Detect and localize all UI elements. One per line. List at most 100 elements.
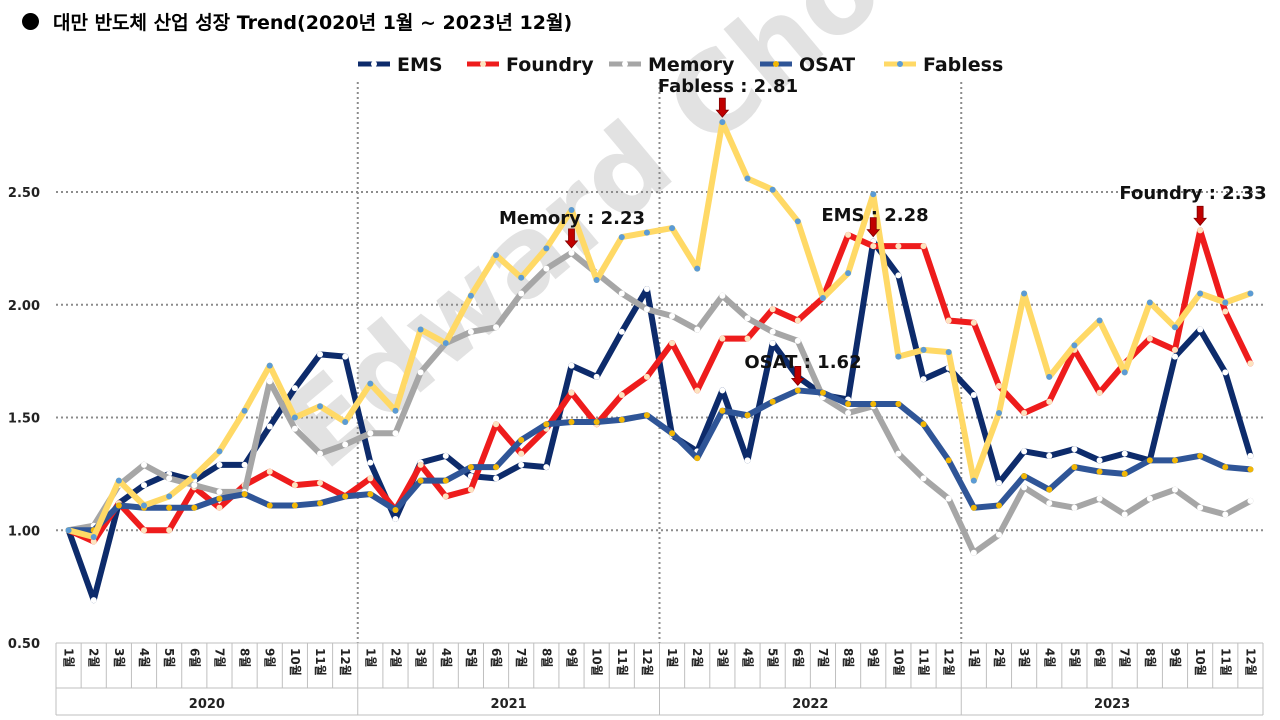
data-point bbox=[266, 423, 273, 430]
annotation-label: Foundry : 2.33 bbox=[1119, 183, 1266, 204]
data-point bbox=[593, 276, 600, 283]
month-label: 3월 bbox=[715, 648, 730, 667]
data-point bbox=[744, 315, 751, 322]
data-point bbox=[769, 328, 776, 335]
data-point bbox=[367, 459, 374, 466]
legend-marker bbox=[773, 61, 779, 67]
data-point bbox=[1247, 360, 1254, 367]
data-point bbox=[870, 191, 877, 198]
legend-item-memory: Memory bbox=[609, 54, 735, 76]
month-label: 6월 bbox=[187, 648, 202, 667]
data-point bbox=[1046, 486, 1053, 493]
data-point bbox=[970, 391, 977, 398]
month-label: 4월 bbox=[741, 648, 756, 667]
data-point bbox=[317, 351, 324, 358]
data-point bbox=[1146, 299, 1153, 306]
data-point bbox=[216, 495, 223, 502]
data-point bbox=[266, 502, 273, 509]
data-point bbox=[317, 450, 324, 457]
down-arrow-icon bbox=[866, 217, 881, 238]
data-point bbox=[493, 475, 500, 482]
month-label: 3월 bbox=[112, 648, 127, 667]
data-point bbox=[166, 475, 173, 482]
data-point bbox=[367, 475, 374, 482]
data-point bbox=[291, 385, 298, 392]
data-point bbox=[543, 464, 550, 471]
legend-marker bbox=[897, 61, 903, 67]
data-point bbox=[870, 243, 877, 250]
series-line bbox=[65, 249, 1254, 556]
month-label: 5월 bbox=[766, 648, 781, 667]
year-label: 2022 bbox=[792, 697, 828, 712]
month-label: 1월 bbox=[665, 648, 680, 667]
data-point bbox=[367, 430, 374, 437]
data-point bbox=[317, 479, 324, 486]
month-label: 10월 bbox=[1193, 648, 1208, 676]
data-point bbox=[1247, 497, 1254, 504]
data-point bbox=[618, 290, 625, 297]
data-point bbox=[920, 421, 927, 428]
month-label: 6월 bbox=[791, 648, 806, 667]
series-line bbox=[65, 227, 1254, 545]
data-point bbox=[342, 493, 349, 500]
month-label: 9월 bbox=[263, 648, 278, 667]
data-point bbox=[669, 340, 676, 347]
data-point bbox=[794, 218, 801, 225]
data-point bbox=[1021, 409, 1028, 416]
data-point bbox=[618, 234, 625, 241]
data-point bbox=[442, 340, 449, 347]
data-point bbox=[643, 412, 650, 419]
data-point bbox=[995, 479, 1002, 486]
annotation-label: Memory : 2.23 bbox=[499, 208, 645, 229]
month-label: 7월 bbox=[514, 648, 529, 667]
data-point bbox=[819, 294, 826, 301]
data-point bbox=[493, 324, 500, 331]
data-point bbox=[467, 292, 474, 299]
data-point bbox=[593, 373, 600, 380]
month-label: 4월 bbox=[137, 648, 152, 667]
data-point bbox=[1197, 326, 1204, 333]
month-label: 2월 bbox=[992, 648, 1007, 667]
data-point bbox=[945, 457, 952, 464]
year-label: 2023 bbox=[1094, 697, 1130, 712]
data-point bbox=[970, 504, 977, 511]
annotation-label: EMS : 2.28 bbox=[821, 205, 928, 226]
data-point bbox=[794, 387, 801, 394]
data-point bbox=[1021, 473, 1028, 480]
data-point bbox=[241, 461, 248, 468]
data-point bbox=[1096, 389, 1103, 396]
data-point bbox=[945, 495, 952, 502]
data-point bbox=[618, 416, 625, 423]
data-point bbox=[392, 515, 399, 522]
data-point bbox=[141, 502, 148, 509]
data-point bbox=[216, 488, 223, 495]
month-label: 4월 bbox=[439, 648, 454, 667]
data-point bbox=[618, 391, 625, 398]
data-point bbox=[719, 387, 726, 394]
month-label: 3월 bbox=[414, 648, 429, 667]
data-point bbox=[166, 493, 173, 500]
data-point bbox=[518, 461, 525, 468]
data-point bbox=[266, 362, 273, 369]
data-point bbox=[367, 380, 374, 387]
data-point bbox=[141, 461, 148, 468]
data-point bbox=[995, 502, 1002, 509]
month-label: 10월 bbox=[288, 648, 303, 676]
data-point bbox=[1071, 446, 1078, 453]
chart-title: 대만 반도체 산업 성장 Trend(2020년 1월 ~ 2023년 12월) bbox=[22, 8, 572, 35]
data-point bbox=[1222, 308, 1229, 315]
month-label: 9월 bbox=[1168, 648, 1183, 667]
month-label: 7월 bbox=[816, 648, 831, 667]
data-point bbox=[493, 421, 500, 428]
legend-item-osat: OSAT bbox=[760, 54, 855, 76]
data-point bbox=[1171, 457, 1178, 464]
month-label: 5월 bbox=[1067, 648, 1082, 667]
month-label: 10월 bbox=[891, 648, 906, 676]
data-point bbox=[191, 482, 198, 489]
series-foundry bbox=[65, 227, 1254, 545]
month-label: 6월 bbox=[1093, 648, 1108, 667]
data-point bbox=[719, 407, 726, 414]
data-point bbox=[1171, 486, 1178, 493]
series-line bbox=[65, 387, 1254, 534]
data-point bbox=[995, 382, 1002, 389]
